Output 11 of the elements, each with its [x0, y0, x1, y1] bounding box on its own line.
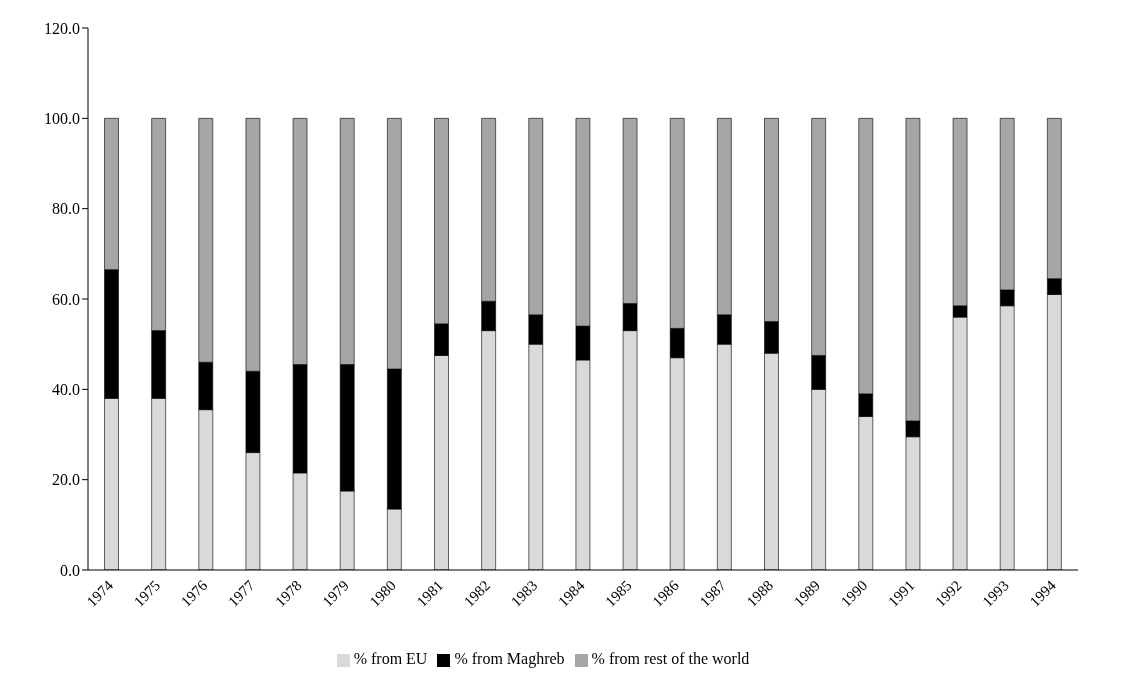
- y-tick-label: 80.0: [52, 200, 80, 218]
- y-tick-label: 40.0: [52, 381, 80, 399]
- y-tick-label: 0.0: [60, 561, 80, 579]
- y-tick-label: 120.0: [44, 19, 80, 37]
- legend-label: % from EU: [353, 650, 428, 667]
- y-tick-label: 100.0: [44, 110, 80, 128]
- x-tick-label: 1981: [413, 577, 447, 610]
- y-tick-label: 20.0: [52, 471, 80, 489]
- legend-label: % from rest of the world: [591, 650, 750, 667]
- legend-label: % from Maghreb: [454, 650, 565, 667]
- y-tick-label: 60.0: [52, 290, 80, 308]
